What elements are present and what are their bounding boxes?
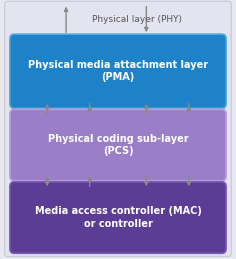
FancyBboxPatch shape [10,109,226,181]
Text: Physical layer (PHY): Physical layer (PHY) [92,15,182,24]
FancyBboxPatch shape [10,34,226,108]
Text: Media access controller (MAC)
or controller: Media access controller (MAC) or control… [34,206,202,229]
Text: Physical coding sub-layer
(PCS): Physical coding sub-layer (PCS) [48,134,188,156]
FancyBboxPatch shape [10,182,226,253]
Text: Physical media attachment layer
(PMA): Physical media attachment layer (PMA) [28,60,208,82]
FancyBboxPatch shape [5,1,231,256]
